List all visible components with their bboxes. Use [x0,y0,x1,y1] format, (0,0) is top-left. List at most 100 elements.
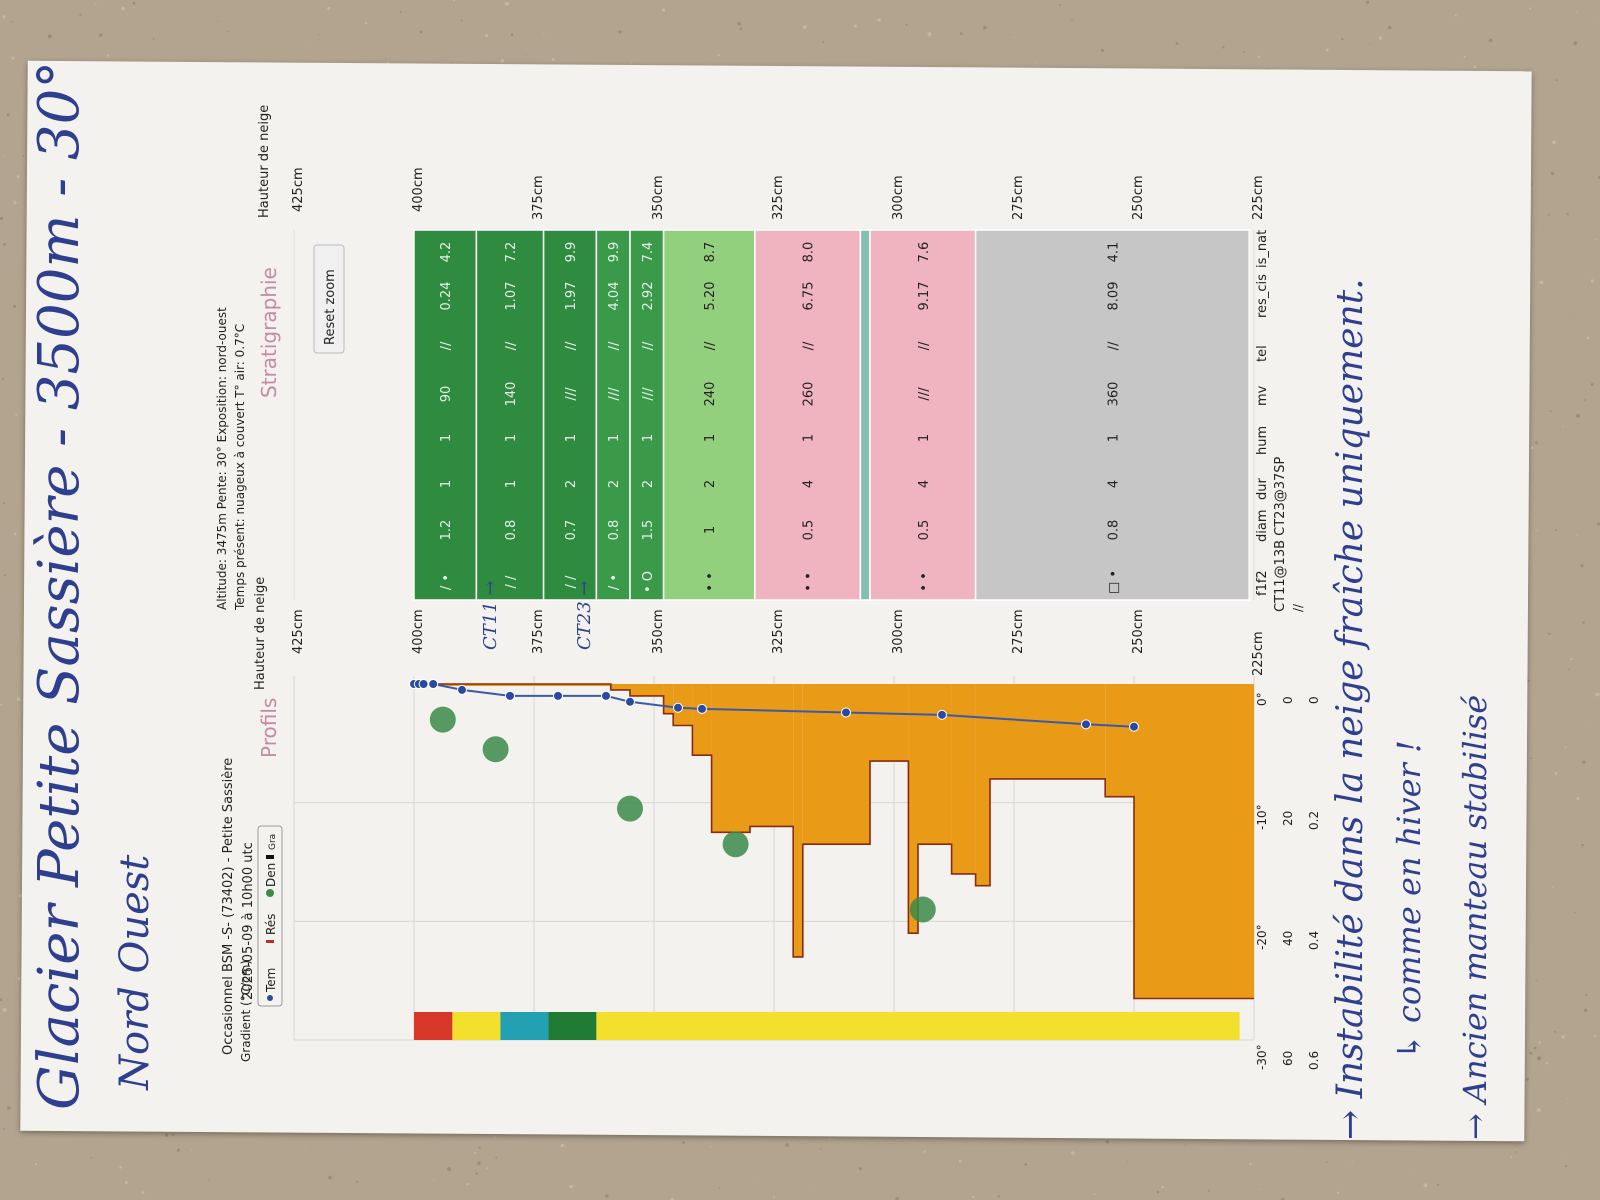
ram-resistance-area [414,683,1254,1000]
table-speckle [1551,171,1555,175]
table-speckle [1590,383,1594,386]
strat-cell: 240 [703,382,718,407]
table-speckle [983,26,987,30]
strat-cell: 0.7 [564,520,579,541]
table-speckle [2,15,6,19]
table-speckle [1539,280,1544,285]
table-speckle [569,1185,573,1189]
table-speckle [1576,11,1578,13]
strat-cell: 7.6 [917,242,932,263]
strat-cell: 5.20 [703,282,718,311]
grain-color-band [548,1012,597,1040]
table-speckle [1161,1185,1164,1189]
temperature-point [457,684,467,695]
table-speckle [1369,43,1371,45]
table-speckle [17,977,21,980]
report-weather: Temps présent: nuageux à couvert T° air:… [233,324,247,611]
table-speckle [997,1195,1001,1198]
table-speckle [1351,1160,1353,1162]
height-axis-left: 425cm 400cm 375cm 350cm 325cm 300cm 275c… [291,609,1266,676]
height-label: 400cm [411,167,426,212]
table-speckle [1024,1163,1027,1166]
strat-cell: 1 [703,526,718,534]
table-speckle [525,54,527,56]
table-speckle [1387,25,1392,30]
ram-resistance-step [711,684,750,833]
table-speckle [1336,1191,1340,1194]
col-header: res_cis [1255,274,1270,318]
table-speckle [1071,19,1073,22]
ram-resistance-step [1134,684,1254,999]
strat-cell: 4 [802,480,817,488]
table-speckle [814,1185,816,1186]
table-speckle [1597,522,1600,526]
grain-color-bar [414,1012,1240,1040]
handwritten-orientation: Nord Ouest [112,854,158,1091]
handwritten-title: Glacier Petite Sassière - 3500m - 30° [27,61,92,1110]
temperature-ticks: 0° -10° -20° -30° [1255,692,1269,1070]
stability-test-results: CT11@13B CT23@37SP [1273,456,1288,612]
table-speckle [510,33,514,36]
table-speckle [1534,1046,1537,1050]
strat-cell: 0.8 [504,520,519,541]
table-speckle [35,1163,38,1166]
table-speckle [1530,446,1534,450]
strat-cell: 0.24 [439,282,454,311]
handwritten-ct23-marker: CT23 → [574,581,595,651]
table-speckle [1586,336,1590,340]
legend-res: Rés [264,914,278,935]
table-speckle [1552,886,1554,888]
table-speckle [1259,1188,1261,1191]
table-speckle [22,155,25,157]
ram-resistance-step [802,684,870,845]
table-speckle [2,502,5,504]
table-speckle [1555,79,1558,81]
strat-cell: 1 [917,434,932,442]
table-speckle [1437,1183,1440,1186]
table-speckle [1565,1165,1568,1168]
table-speckle [1529,1051,1533,1055]
temperature-profile [409,679,1139,732]
strat-cell: 4 [1106,480,1121,488]
table-speckle [605,1194,609,1198]
strat-layer [974,229,1250,601]
table-speckle [1566,1098,1568,1100]
table-speckle [1535,441,1539,445]
table-speckle [495,1156,498,1159]
density-ticks: 0 0.2 0.4 0.6 [1307,696,1321,1070]
legend-den: Den [264,863,278,887]
height-label: 250cm [1131,175,1146,220]
strat-cell: • O [641,571,656,593]
table-speckle [3,155,5,158]
den-tick: 0.2 [1307,811,1321,830]
table-speckle [121,6,125,11]
table-speckle [16,869,18,871]
handwritten-ct11-marker: CT11 → [480,581,501,651]
table-speckle [124,1181,128,1185]
table-speckle [1101,49,1104,52]
ram-resistance-outline [414,683,1254,1000]
strat-cell: 1.2 [439,520,454,541]
height-label: 350cm [651,609,666,654]
resistance-ticks: 0 20 40 60 [1281,696,1295,1066]
strat-cell: /// [917,387,932,401]
table-speckle [460,19,463,22]
reset-zoom-button[interactable]: Reset zoom [313,244,345,354]
table-speckle [1584,399,1586,401]
table-speckle [1554,771,1558,775]
table-speckle [854,24,857,28]
ram-resistance-step [990,684,1106,779]
ram-resistance-step [1105,684,1134,797]
table-speckle [1564,746,1567,748]
strat-cell: // [917,341,932,350]
table-speckle [1562,425,1564,428]
table-speckle [1584,1008,1588,1013]
table-speckle [486,1167,489,1169]
ram-resistance-step [951,684,976,874]
table-speckle [1325,48,1329,52]
strat-table: / • 1.2 1 1 90 // 0.24 4.2 / / 0.8 1 1 140 // 1.07 7.2 /… [413,229,1250,601]
strat-layer [869,229,977,601]
table-speckle [1526,1077,1529,1081]
col-header: diam [1255,510,1270,543]
table-speckle [1576,797,1580,800]
